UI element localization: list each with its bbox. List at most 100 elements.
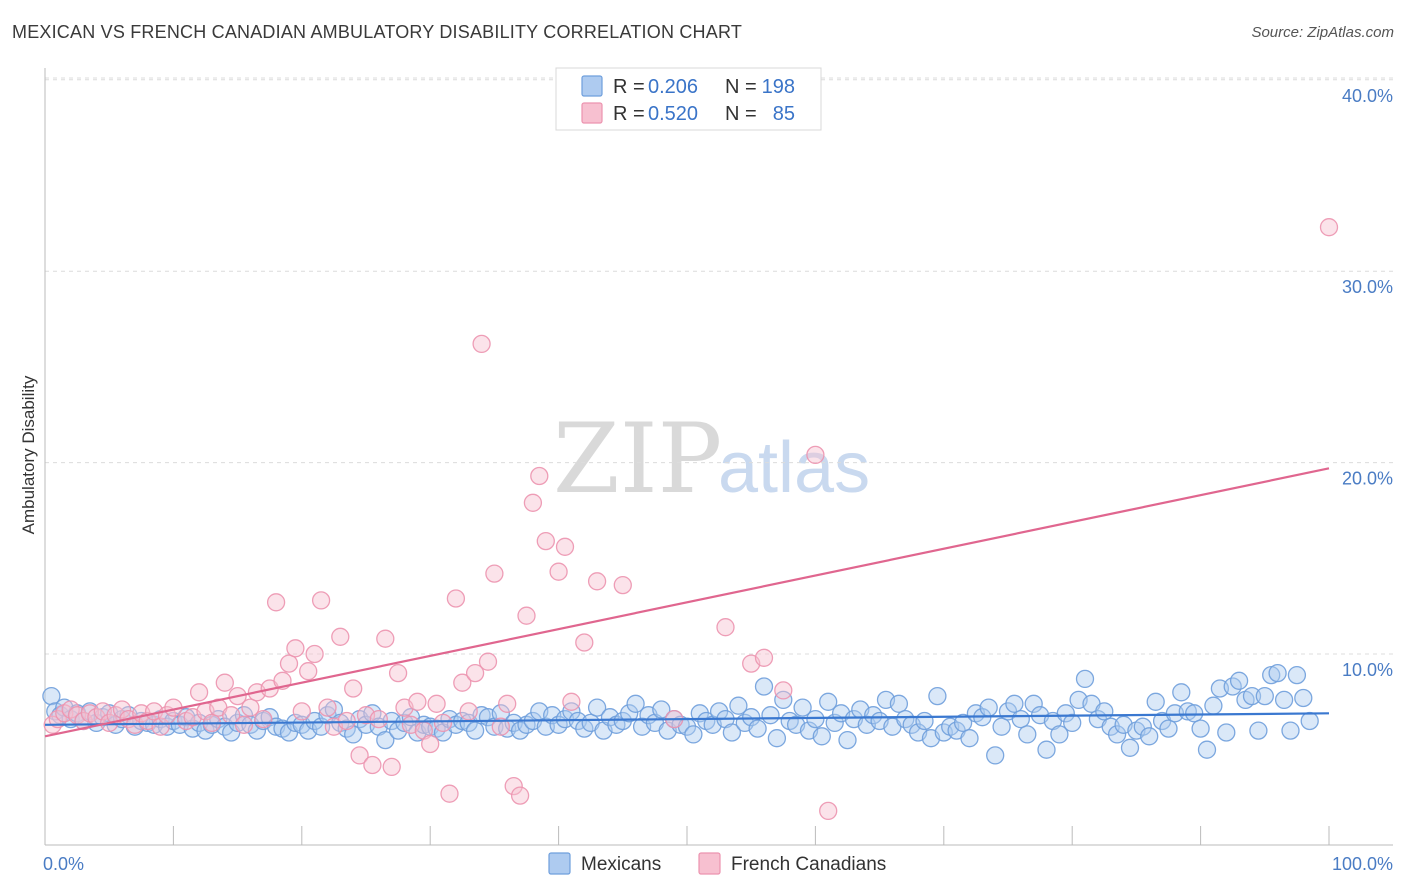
x-tick-label-1: 100.0% <box>1332 854 1393 874</box>
mexicans-point-111 <box>748 719 767 738</box>
french-canadians-point-52 <box>382 757 401 777</box>
french-canadians-point-11 <box>112 700 132 719</box>
mexicans-point-108 <box>729 696 748 715</box>
french-canadians-point-59 <box>427 694 446 713</box>
french-canadians-point-29 <box>234 715 254 734</box>
french-canadians-point-79 <box>562 692 581 711</box>
french-canadians-point-69 <box>491 717 510 736</box>
y-tick-label-3: 40.0% <box>1342 86 1393 106</box>
mexicans-point-125 <box>838 730 857 750</box>
french-canadians-point-67 <box>478 652 498 671</box>
watermark-zip: ZIP <box>553 403 722 515</box>
french-canadians-point-30 <box>241 698 260 717</box>
mexicans-point-194 <box>1281 721 1300 740</box>
mexicans-point-107 <box>722 723 742 742</box>
y-tick-label-0: 10.0% <box>1342 660 1393 680</box>
french-canadians-point-78 <box>555 537 575 556</box>
french-canadians-point-40 <box>305 644 324 664</box>
mexicans-point-179 <box>1185 704 1204 723</box>
legend-r-label: R = <box>613 76 645 98</box>
mexicans-point-151 <box>1005 694 1024 713</box>
mexicans-points <box>42 663 1319 765</box>
mexicans-point-133 <box>889 694 909 713</box>
mexicans-point-182 <box>1204 696 1223 715</box>
french-canadians-point-68 <box>485 564 504 583</box>
mexicans-point-96 <box>652 700 671 719</box>
legend-r-value-mexicans: 0.206 <box>648 76 698 98</box>
french-canadians-point-46 <box>344 679 363 698</box>
french-canadians-trend-line <box>44 467 1330 738</box>
french-canadians-points <box>43 218 1339 821</box>
french-canadians-point-49 <box>363 755 382 775</box>
french-canadians-point-81 <box>587 572 607 591</box>
french-canadians-point-26 <box>215 673 234 692</box>
mexicans-point-139 <box>928 686 947 706</box>
mexicans-point-114 <box>767 729 787 748</box>
french-canadians-point-80 <box>575 633 594 652</box>
series-legend: Mexicans French Canadians <box>548 852 886 875</box>
legend-n-value-mexicans: 198 <box>762 76 795 98</box>
mexicans-point-118 <box>793 698 812 717</box>
mexicans-point-197 <box>1300 711 1319 731</box>
chart-title: MEXICAN VS FRENCH CANADIAN AMBULATORY DI… <box>12 22 743 42</box>
mexicans-point-167 <box>1107 725 1127 744</box>
mexicans-point-113 <box>761 706 780 725</box>
french-canadians-point-38 <box>292 702 311 721</box>
french-canadians-point-17 <box>151 717 170 736</box>
french-canadians-point-73 <box>517 606 536 625</box>
french-canadians-point-56 <box>408 692 427 711</box>
french-canadians-point-51 <box>376 629 395 648</box>
french-canadians-point-84 <box>716 618 735 637</box>
mexicans-point-67 <box>465 721 485 740</box>
mexicans-point-162 <box>1075 669 1095 689</box>
x-tick-label-0: 0.0% <box>43 854 84 874</box>
mexicans-point-192 <box>1268 663 1287 683</box>
source-label: Source: ZipAtlas.com <box>1251 24 1394 41</box>
y-axis-label: Ambulatory Disability <box>19 375 38 534</box>
french-canadians-point-58 <box>421 734 440 754</box>
legend-n-value-french-canadians: 85 <box>773 103 795 125</box>
french-canadians-point-86 <box>754 648 774 667</box>
french-canadians-point-22 <box>189 683 209 702</box>
mexicans-point-175 <box>1159 719 1178 738</box>
french-canadians-point-32 <box>254 709 273 729</box>
french-canadians-point-66 <box>472 334 491 354</box>
bottom-legend-swatch-french-canadians <box>698 852 721 875</box>
french-canadians-point-50 <box>369 709 388 729</box>
mexicans-point-159 <box>1056 704 1075 723</box>
mexicans-point-122 <box>819 692 838 711</box>
mexicans-point-158 <box>1050 725 1069 744</box>
legend-n-label: N = <box>725 76 757 98</box>
french-canadians-point-72 <box>510 786 530 805</box>
french-canadians-point-74 <box>523 493 543 512</box>
mexicans-point-112 <box>754 677 774 696</box>
mexicans-point-173 <box>1146 692 1165 711</box>
bottom-legend-swatch-mexicans <box>548 852 571 875</box>
mexicans-point-184 <box>1217 723 1236 742</box>
mexicans-point-86 <box>587 698 607 717</box>
mexicans-point-91 <box>620 704 639 723</box>
mexicans-point-169 <box>1120 738 1140 757</box>
mexicans-point-143 <box>953 713 973 733</box>
french-canadians-point-77 <box>549 562 568 581</box>
mexicans-point-186 <box>1229 671 1249 690</box>
bottom-legend-french-canadians: French Canadians <box>731 854 886 875</box>
bottom-legend-mexicans: Mexicans <box>581 854 661 875</box>
mexicans-point-193 <box>1274 690 1294 710</box>
mexicans-point-172 <box>1140 727 1159 746</box>
mexicans-trend-line <box>44 712 1330 726</box>
french-canadians-point-88 <box>806 445 825 465</box>
legend-r-label-2: R = <box>613 103 645 125</box>
trend-lines <box>44 467 1330 738</box>
y-tick-label-2: 30.0% <box>1342 277 1393 297</box>
mexicans-point-0 <box>42 686 61 706</box>
mexicans-point-147 <box>979 698 998 717</box>
legend-swatch-mexicans <box>581 75 603 97</box>
mexicans-point-120 <box>806 709 825 729</box>
french-canadians-point-62 <box>446 589 466 608</box>
mexicans-point-196 <box>1294 688 1313 708</box>
french-canadians-point-75 <box>530 466 549 486</box>
y-tick-label-1: 20.0% <box>1342 469 1393 489</box>
french-canadians-point-37 <box>286 639 305 658</box>
